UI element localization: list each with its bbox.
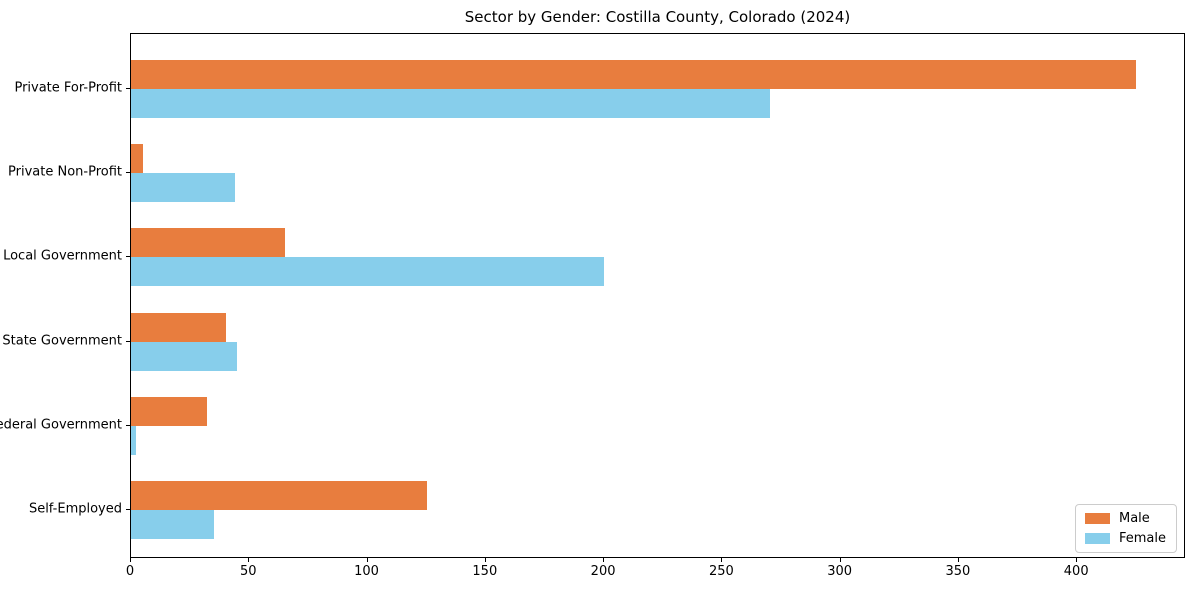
- bar-female-6: [131, 510, 214, 539]
- bar-female-5: [131, 425, 136, 455]
- y-tick-label: Local Government: [3, 248, 122, 264]
- x-tick-label: 100: [354, 564, 379, 579]
- x-tick-mark: [957, 558, 959, 562]
- x-tick-label: 50: [239, 564, 257, 579]
- x-tick-mark: [1076, 558, 1078, 562]
- y-tick-mark: [126, 88, 130, 89]
- bar-female-2: [131, 173, 235, 203]
- x-tick-mark: [484, 558, 486, 562]
- legend-label: Male: [1118, 511, 1150, 526]
- x-tick-label: 250: [708, 564, 734, 579]
- x-tick-label: 150: [472, 564, 498, 579]
- legend-label: Female: [1118, 531, 1166, 546]
- x-tick-mark: [130, 558, 131, 562]
- x-tick-mark: [603, 558, 605, 562]
- y-tick-label: State Government: [2, 333, 122, 349]
- bar-male-3: [131, 228, 285, 258]
- bar-female-1: [131, 89, 770, 118]
- bar-male-6: [131, 481, 427, 510]
- x-tick-label: 400: [1063, 564, 1089, 579]
- legend-swatch-male: [1084, 513, 1110, 524]
- x-tick-label: 350: [945, 564, 971, 579]
- bar-male-5: [131, 396, 207, 426]
- x-tick-label: 300: [827, 564, 853, 579]
- y-tick-mark: [126, 172, 130, 174]
- y-tick-label: Private Non-Profit: [8, 164, 122, 180]
- bar-female-3: [131, 257, 604, 287]
- y-tick-label: Federal Government: [0, 417, 122, 433]
- x-tick-mark: [366, 558, 368, 562]
- chart-title: Sector by Gender: Costilla County, Color…: [464, 8, 851, 26]
- y-tick-label: Self-Employed: [28, 501, 122, 517]
- y-tick-mark: [126, 340, 130, 342]
- plot-area: [130, 33, 1185, 558]
- x-tick-mark: [839, 558, 841, 562]
- y-tick-mark: [126, 509, 130, 510]
- y-tick-mark: [126, 424, 130, 426]
- legend-item-female: Female: [1084, 531, 1166, 546]
- legend-item-male: Male: [1084, 511, 1166, 526]
- x-tick-label: 200: [590, 564, 616, 579]
- x-tick-label: 0: [125, 564, 135, 579]
- x-tick-mark: [248, 558, 250, 562]
- bar-male-2: [131, 144, 143, 174]
- y-tick-mark: [126, 256, 130, 258]
- y-tick-label: Private For-Profit: [14, 80, 122, 96]
- bar-male-4: [131, 312, 226, 342]
- bar-male-1: [131, 60, 1136, 89]
- legend-swatch-female: [1084, 533, 1110, 544]
- legend: Male Female: [1074, 504, 1177, 553]
- x-tick-mark: [721, 558, 723, 562]
- bar-female-4: [131, 341, 237, 371]
